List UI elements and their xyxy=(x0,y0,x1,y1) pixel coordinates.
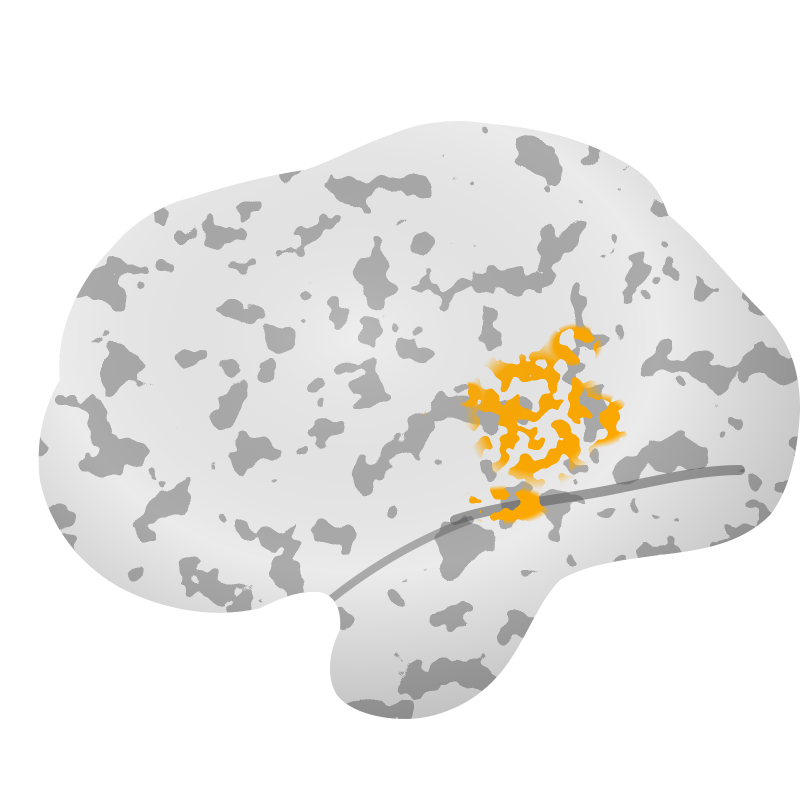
surface-shading xyxy=(38,121,800,719)
